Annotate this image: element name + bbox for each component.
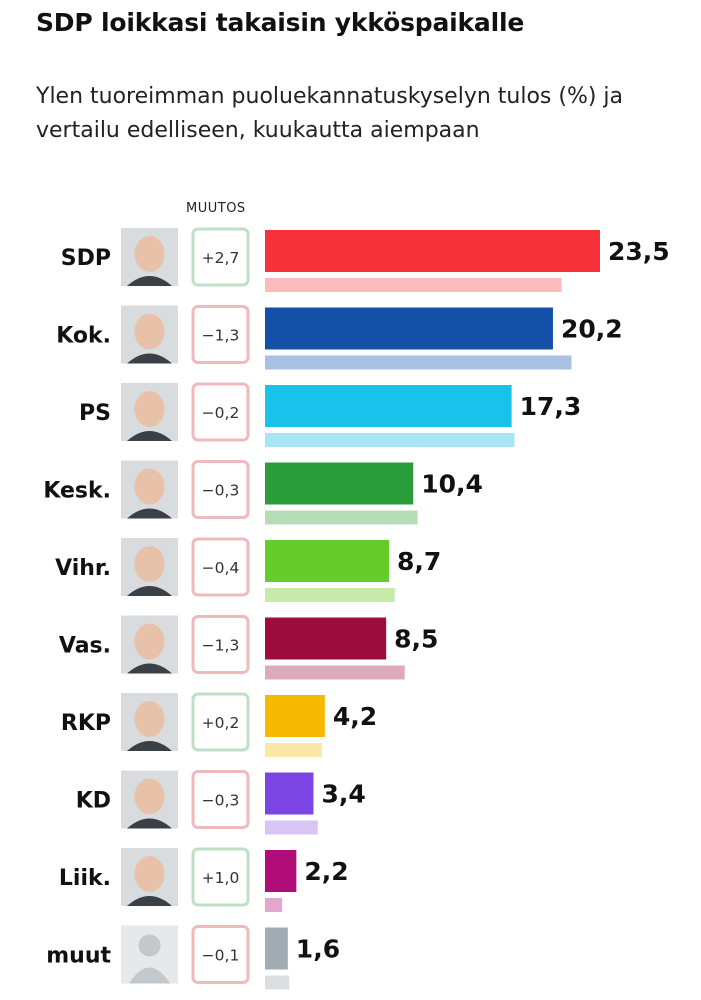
change-box-down (191, 615, 250, 674)
avatar-icon (121, 848, 178, 906)
change-value: +0,2 (202, 714, 240, 732)
bar-current (265, 927, 288, 970)
value-label: 8,7 (397, 547, 441, 576)
change-value: +1,0 (202, 869, 240, 887)
value-label: 2,2 (304, 857, 348, 886)
avatar-icon (121, 615, 178, 674)
change-box-down (191, 382, 250, 442)
bar-current (265, 307, 553, 350)
bar-previous (265, 355, 572, 370)
change-value: −0,1 (202, 947, 240, 965)
value-label: 17,3 (520, 392, 582, 421)
avatar-icon (121, 770, 178, 829)
bar-previous (265, 975, 290, 990)
change-box-up (191, 692, 250, 752)
party-label: Vas. (59, 634, 111, 659)
value-label: 10,4 (421, 470, 483, 499)
change-column-header: MUUTOS (186, 201, 246, 216)
party-label: PS (79, 401, 111, 426)
bar-current (265, 617, 387, 660)
bar-row: Vihr. −0,4 8,7 (55, 537, 441, 602)
avatar-icon (121, 460, 178, 519)
change-box-down (191, 925, 250, 984)
value-label: 8,5 (394, 625, 438, 654)
party-label: muut (46, 944, 111, 969)
avatar-icon (121, 538, 178, 596)
bar-current (265, 695, 325, 737)
value-label: 1,6 (296, 935, 340, 964)
party-label: SDP (61, 246, 111, 271)
party-label: Vihr. (55, 556, 111, 581)
change-box-down (191, 770, 250, 829)
bar-previous (265, 743, 323, 757)
party-label: RKP (61, 711, 111, 736)
bar-current (265, 462, 414, 505)
change-value: −0,2 (202, 404, 240, 422)
bar-previous (265, 588, 395, 602)
party-label: Kok. (56, 324, 111, 349)
bar-row: muut −0,1 1,6 (46, 925, 340, 990)
party-label: Liik. (59, 866, 111, 891)
avatar-placeholder-icon (121, 925, 178, 984)
bar-row: Liik. +1,0 2,2 (59, 847, 349, 912)
bar-current (265, 772, 314, 815)
value-label: 23,5 (608, 237, 670, 266)
bar-row: Vas. −1,3 8,5 (59, 615, 438, 680)
change-box-up (191, 847, 250, 907)
avatar-icon (121, 305, 178, 364)
bar-row: RKP +0,2 4,2 (61, 692, 377, 757)
bar-row: Kok. −1,3 20,2 (56, 305, 623, 370)
change-box-down (191, 305, 250, 364)
bar-previous (265, 278, 562, 292)
bar-row: KD −0,3 3,4 (76, 770, 366, 835)
bar-previous (265, 510, 418, 525)
bar-row: SDP +2,7 23,5 (61, 227, 670, 292)
bar-current (265, 850, 297, 892)
bar-previous (265, 820, 318, 835)
bar-current (265, 385, 512, 427)
bar-previous (265, 898, 283, 912)
change-value: −0,4 (202, 559, 240, 577)
bar-current (265, 230, 600, 272)
change-value: −1,3 (202, 637, 240, 655)
bar-current (265, 540, 390, 582)
avatar-icon (121, 228, 178, 286)
bar-row: PS −0,2 17,3 (79, 382, 582, 447)
change-value: −0,3 (202, 482, 240, 500)
avatar-icon (121, 383, 178, 441)
value-label: 3,4 (321, 780, 365, 809)
chart-title: SDP loikkasi takaisin ykköspaikalle (36, 8, 525, 37)
change-box-up (191, 227, 250, 287)
value-label: 20,2 (561, 315, 623, 344)
avatar-icon (121, 693, 178, 751)
value-label: 4,2 (333, 702, 377, 731)
bar-previous (265, 433, 515, 447)
chart-subtitle: Ylen tuoreimman puoluekannatuskyselyn tu… (36, 84, 624, 143)
bar-previous (265, 665, 405, 680)
party-label: Kesk. (43, 479, 111, 504)
change-box-down (191, 460, 250, 519)
change-box-down (191, 537, 250, 597)
change-value: −0,3 (202, 792, 240, 810)
bar-row: Kesk. −0,3 10,4 (43, 460, 483, 525)
party-label: KD (76, 789, 111, 814)
change-value: +2,7 (202, 249, 240, 267)
change-value: −1,3 (202, 327, 240, 345)
